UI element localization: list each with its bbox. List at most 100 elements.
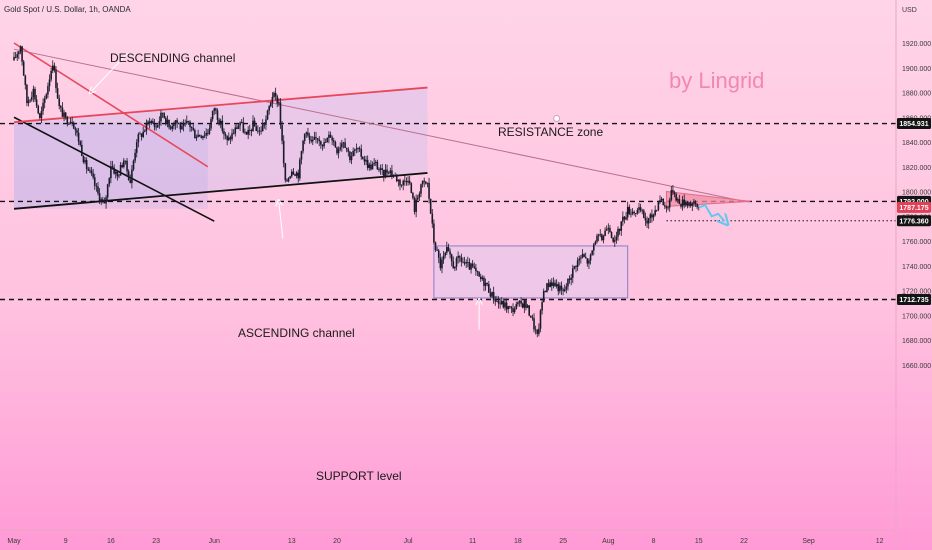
candle-body-301	[499, 303, 501, 305]
candle-body-294	[488, 283, 490, 293]
candle-body-217	[363, 159, 366, 162]
candle-body-133	[227, 137, 230, 141]
candle-body-187	[315, 137, 317, 139]
candle-body-164	[278, 102, 280, 104]
resistance-marker	[553, 114, 561, 122]
candle-body-317	[525, 300, 527, 308]
x-tick-sep: Sep	[802, 538, 815, 545]
candle-body-218	[365, 159, 367, 162]
candle-body-388	[639, 207, 642, 211]
candle-body-87	[153, 123, 156, 127]
candle-body-81	[144, 130, 146, 132]
candle-body-72	[129, 179, 132, 183]
candle-body-103	[179, 124, 182, 130]
y-tick-1920: 1920.000	[902, 41, 931, 48]
candle-body-79	[140, 133, 143, 137]
candle-body-36	[71, 121, 73, 124]
candle-body-180	[303, 133, 306, 141]
candle-body-331	[547, 283, 550, 287]
candle-body-5	[21, 46, 23, 62]
candle-body-234	[391, 170, 393, 176]
candle-body-356	[588, 260, 590, 264]
candle-body-328	[542, 291, 545, 303]
price-badge-bg-3	[897, 215, 931, 227]
candle-body-177	[299, 159, 301, 179]
candle-body-10	[29, 99, 31, 101]
projection-line	[698, 203, 725, 221]
candle-body-153	[260, 130, 262, 132]
candle-body-318	[526, 305, 529, 308]
candle-body-199	[334, 141, 337, 148]
candle-body-421	[693, 201, 695, 204]
candle-body-381	[628, 206, 631, 214]
candle-body-349	[576, 260, 579, 268]
candle-body-158	[268, 106, 270, 111]
candle-body-27	[56, 88, 59, 99]
candle-body-325	[538, 328, 540, 334]
candle-body-257	[428, 182, 430, 199]
candle-body-268	[446, 247, 448, 253]
candle-body-341	[563, 289, 566, 292]
candle-body-374	[617, 228, 619, 237]
candle-body-394	[649, 214, 652, 219]
candle-body-96	[168, 119, 170, 128]
candle-body-220	[368, 164, 371, 168]
candle-body-63	[114, 171, 117, 174]
descending-trendline	[13, 48, 745, 202]
candle-body-209	[350, 156, 353, 161]
candle-body-150	[255, 126, 258, 131]
candle-body-194	[326, 137, 329, 143]
candle-body-242	[404, 180, 406, 182]
candle-body-357	[589, 254, 592, 261]
candle-body-204	[342, 142, 345, 144]
candle-body-314	[520, 300, 522, 304]
candle-body-287	[476, 270, 479, 273]
candle-body-244	[407, 180, 409, 183]
candle-body-339	[560, 285, 563, 290]
price-candles	[13, 45, 700, 338]
candle-body-140	[239, 122, 241, 126]
candle-body-111	[192, 127, 195, 131]
candle-body-334	[552, 282, 555, 286]
candle-body-202	[339, 147, 342, 150]
candle-body-198	[332, 140, 335, 142]
candle-body-41	[79, 141, 82, 145]
candle-body-329	[544, 291, 547, 293]
resistance-zone-label: RESISTANCE zone	[498, 125, 603, 139]
candle-body-32	[64, 112, 67, 118]
price-axis[interactable]: 1920.0001900.0001880.0001860.0001840.000…	[902, 41, 931, 370]
candle-body-315	[521, 303, 524, 308]
candle-body-238	[397, 179, 400, 182]
candle-body-145	[247, 129, 249, 135]
candle-body-21	[47, 86, 49, 95]
candle-body-310	[513, 309, 516, 313]
candle-body-254	[423, 180, 426, 182]
candle-body-415	[683, 199, 686, 206]
y-tick-1840: 1840.000	[902, 140, 931, 147]
candle-body-372	[613, 240, 616, 242]
y-tick-1700: 1700.000	[902, 313, 931, 320]
candle-body-336	[555, 284, 558, 287]
candle-body-364	[601, 234, 603, 241]
candle-body-78	[139, 133, 141, 135]
candle-body-152	[258, 130, 261, 132]
candle-body-184	[310, 139, 312, 142]
arrow-descending-channel	[92, 52, 128, 91]
candle-body-330	[546, 283, 548, 293]
candle-body-8	[26, 84, 28, 104]
candle-body-157	[266, 110, 269, 120]
candle-body-19	[43, 98, 46, 103]
candle-body-407	[670, 190, 673, 200]
time-axis[interactable]: May 9 16 23 Jun 13 20 Jul 11 18 25 Aug 8 15 22 Sep 12	[7, 538, 883, 545]
candle-body-80	[142, 131, 144, 137]
candle-body-247	[412, 192, 414, 198]
candle-body-162	[274, 92, 277, 97]
candle-body-61	[111, 166, 114, 168]
candle-body-26	[55, 70, 57, 89]
candle-body-107	[186, 120, 188, 124]
candle-body-101	[176, 120, 178, 123]
candle-body-358	[591, 250, 593, 255]
candle-body-146	[248, 129, 251, 131]
x-tick-aug: Aug	[602, 538, 615, 545]
candle-body-298	[494, 300, 497, 302]
